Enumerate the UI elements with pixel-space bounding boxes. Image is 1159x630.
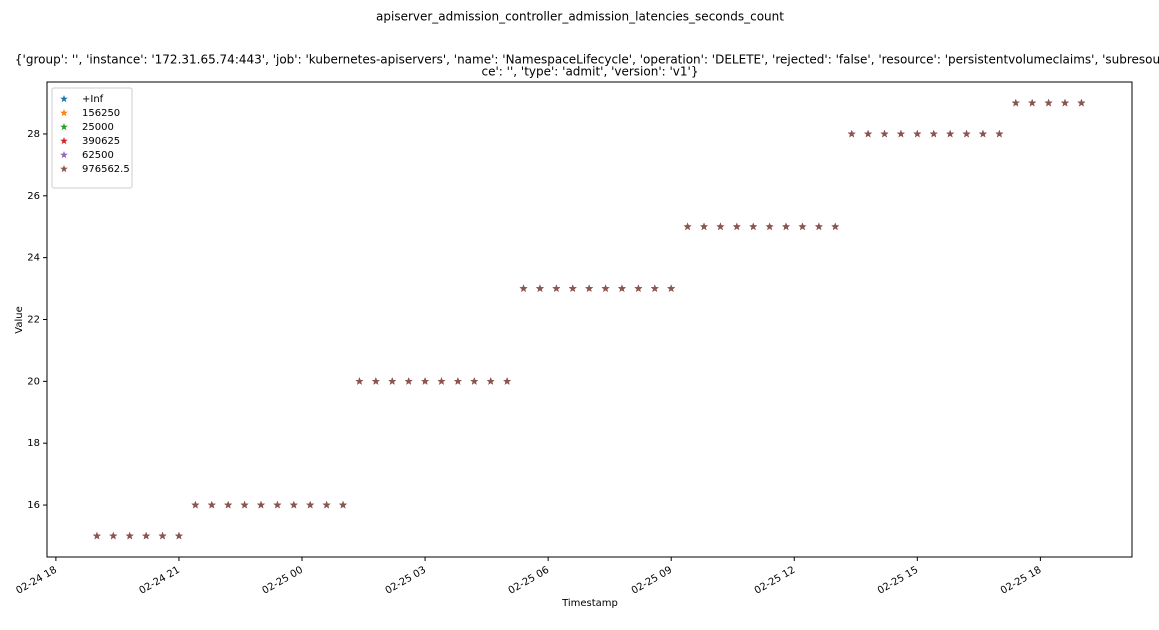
y-axis-label: Value bbox=[14, 306, 25, 333]
data-point bbox=[224, 501, 232, 509]
data-point bbox=[897, 129, 905, 138]
x-tick-label: 02-25 15 bbox=[876, 565, 920, 597]
data-point bbox=[880, 129, 889, 138]
data-point bbox=[503, 377, 511, 385]
data-point bbox=[306, 501, 315, 509]
data-point bbox=[486, 377, 495, 385]
data-point bbox=[109, 531, 118, 540]
data-point bbox=[388, 377, 397, 385]
data-point bbox=[749, 222, 758, 230]
data-point bbox=[913, 129, 922, 138]
x-tick-label: 02-24 21 bbox=[138, 565, 182, 597]
data-point bbox=[290, 501, 298, 509]
legend-label: 976562.5 bbox=[82, 164, 130, 175]
x-tick-label: 02-25 00 bbox=[261, 565, 305, 597]
y-tick-label: 20 bbox=[27, 376, 40, 387]
data-point bbox=[339, 501, 347, 509]
data-point bbox=[207, 501, 216, 509]
data-point bbox=[979, 129, 987, 138]
x-tick-label: 02-25 12 bbox=[753, 565, 797, 597]
data-point bbox=[240, 501, 249, 509]
data-point bbox=[421, 377, 429, 385]
data-point bbox=[437, 377, 446, 385]
data-point bbox=[618, 284, 626, 292]
y-tick-label: 24 bbox=[27, 253, 40, 264]
legend-marker bbox=[60, 151, 68, 159]
y-tick-label: 16 bbox=[27, 500, 40, 511]
data-point bbox=[1044, 99, 1053, 107]
data-point bbox=[1028, 99, 1036, 107]
data-point bbox=[1061, 99, 1069, 107]
data-point bbox=[929, 129, 938, 138]
data-point bbox=[815, 222, 823, 230]
data-point bbox=[257, 501, 265, 509]
chart-subtitle: {'group': '', 'instance': '172.31.65.74:… bbox=[15, 53, 1159, 67]
legend-label: 156250 bbox=[82, 108, 120, 119]
y-tick-label: 22 bbox=[27, 315, 40, 326]
data-point bbox=[454, 377, 462, 385]
data-point bbox=[831, 222, 840, 230]
data-point bbox=[765, 222, 774, 230]
data-point bbox=[1077, 99, 1086, 107]
legend-marker bbox=[60, 95, 68, 103]
x-tick-label: 02-25 06 bbox=[507, 565, 551, 597]
legend-label: 25000 bbox=[82, 122, 114, 133]
x-axis-label: Timestamp bbox=[561, 598, 618, 609]
x-tick-label: 02-24 18 bbox=[14, 565, 58, 597]
data-point bbox=[782, 222, 790, 230]
y-tick-label: 28 bbox=[27, 129, 40, 140]
data-point bbox=[962, 129, 971, 138]
legend-label: 62500 bbox=[82, 150, 114, 161]
data-point bbox=[650, 284, 659, 292]
y-tick-label: 18 bbox=[27, 438, 40, 449]
chart-subtitle: ce': '', 'type': 'admit', 'version': 'v1… bbox=[482, 65, 699, 79]
data-point bbox=[1011, 99, 1020, 107]
data-point bbox=[93, 531, 101, 540]
data-point bbox=[634, 284, 643, 292]
x-tick-label: 02-25 18 bbox=[999, 565, 1043, 597]
data-point bbox=[470, 377, 479, 385]
chart-title: apiserver_admission_controller_admission… bbox=[376, 10, 784, 24]
data-point bbox=[733, 222, 741, 230]
data-point bbox=[995, 129, 1004, 138]
data-point bbox=[683, 222, 692, 230]
data-point bbox=[568, 284, 577, 292]
data-point bbox=[847, 129, 856, 138]
data-point bbox=[716, 222, 725, 230]
x-tick-label: 02-25 09 bbox=[630, 565, 674, 597]
data-point bbox=[158, 531, 167, 540]
data-point bbox=[273, 501, 282, 509]
data-point bbox=[667, 284, 675, 292]
legend-marker bbox=[60, 137, 68, 145]
data-point bbox=[601, 284, 610, 292]
data-point bbox=[322, 501, 331, 509]
data-point bbox=[552, 284, 561, 292]
x-tick-label: 02-25 03 bbox=[384, 565, 428, 597]
data-point bbox=[536, 284, 544, 292]
data-point bbox=[585, 284, 593, 292]
legend-marker bbox=[60, 123, 68, 131]
plot-frame bbox=[46, 81, 1133, 558]
data-point bbox=[700, 222, 708, 230]
legend-label: +Inf bbox=[82, 94, 104, 105]
legend-marker bbox=[60, 165, 68, 173]
data-point bbox=[864, 129, 872, 138]
data-point bbox=[125, 531, 134, 540]
data-point bbox=[175, 531, 183, 540]
legend-box bbox=[51, 87, 133, 189]
data-point bbox=[946, 129, 954, 138]
data-point bbox=[372, 377, 380, 385]
legend-marker bbox=[60, 109, 68, 117]
y-tick-label: 26 bbox=[27, 191, 40, 202]
data-point bbox=[404, 377, 413, 385]
data-point bbox=[142, 531, 150, 540]
data-point bbox=[798, 222, 807, 230]
data-point bbox=[355, 377, 364, 385]
data-point bbox=[519, 284, 528, 292]
data-point bbox=[191, 501, 200, 509]
legend-label: 390625 bbox=[82, 136, 120, 147]
